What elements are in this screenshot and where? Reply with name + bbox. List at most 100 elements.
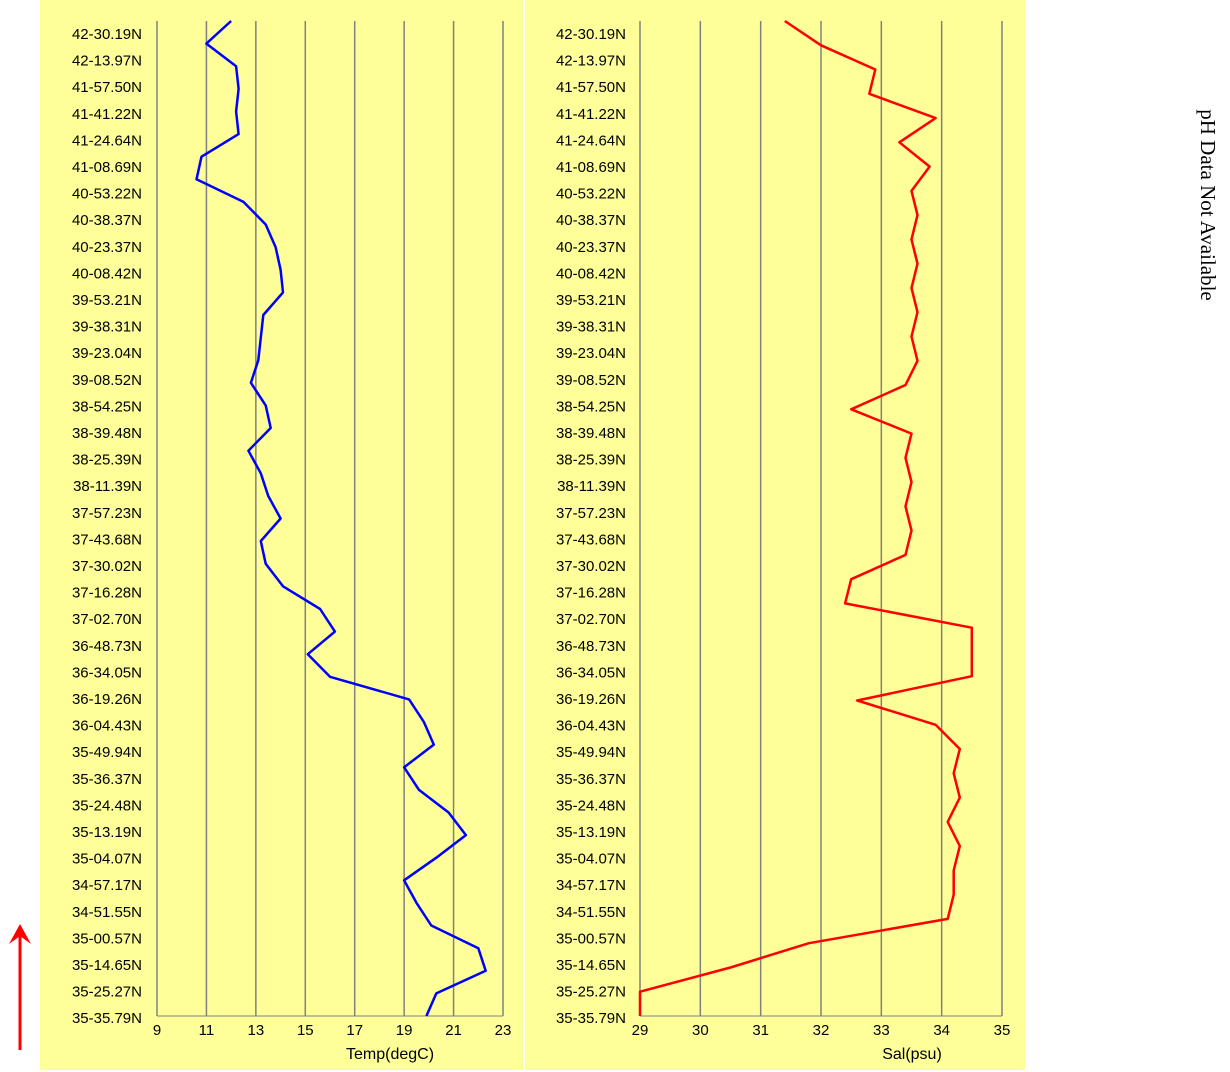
temperature-latitude-label: 35-04.07N bbox=[72, 851, 142, 868]
salinity-latitude-label: 36-04.43N bbox=[556, 718, 626, 735]
salinity-latitude-label: 40-38.37N bbox=[556, 212, 626, 229]
salinity-latitude-label: 38-39.48N bbox=[556, 425, 626, 442]
temperature-latitude-label: 39-23.04N bbox=[72, 345, 142, 362]
temperature-latitude-label: 39-38.31N bbox=[72, 319, 142, 336]
salinity-latitude-label: 38-11.39N bbox=[557, 478, 626, 495]
temperature-latitude-label: 41-57.50N bbox=[72, 79, 142, 96]
salinity-latitude-label: 39-38.31N bbox=[556, 319, 626, 336]
salinity-latitude-label: 38-54.25N bbox=[556, 398, 626, 415]
temperature-x-tick-label: 19 bbox=[396, 1022, 413, 1039]
salinity-gridlines bbox=[639, 21, 1003, 1017]
temperature-x-axis-title: Temp(degC) bbox=[346, 1046, 434, 1063]
temperature-latitude-label: 35-36.37N bbox=[72, 771, 142, 788]
salinity-latitude-label: 35-04.07N bbox=[556, 851, 626, 868]
temperature-series-group bbox=[195, 20, 487, 1017]
salinity-series-line bbox=[638, 19, 974, 1016]
salinity-x-tick-label: 30 bbox=[692, 1022, 709, 1039]
temperature-latitude-label: 34-57.17N bbox=[72, 877, 142, 894]
direction-arrow-head bbox=[9, 924, 31, 944]
temperature-latitude-label: 35-14.65N bbox=[72, 957, 142, 974]
salinity-latitude-label: 35-35.79N bbox=[556, 1010, 626, 1027]
salinity-x-tick-label: 34 bbox=[933, 1022, 950, 1039]
salinity-latitude-label: 37-16.28N bbox=[556, 585, 626, 602]
temperature-panel: 42-30.19N 42-13.97N 41-57.50N 41-41.22N 41-2… bbox=[40, 0, 523, 1070]
temperature-latitude-label: 36-19.26N bbox=[72, 691, 142, 708]
temperature-latitude-label: 34-51.55N bbox=[72, 904, 142, 921]
salinity-latitude-label: 40-08.42N bbox=[556, 265, 626, 282]
temperature-latitude-label: 42-13.97N bbox=[72, 53, 142, 70]
ph-unavailable-note: pH Data Not Available bbox=[1196, 109, 1220, 300]
salinity-latitude-label: 35-24.48N bbox=[556, 797, 626, 814]
salinity-latitude-label: 37-30.02N bbox=[556, 558, 626, 575]
temperature-gridlines bbox=[156, 21, 504, 1017]
temperature-x-tick-label: 17 bbox=[346, 1022, 363, 1039]
temperature-latitude-label: 35-25.27N bbox=[72, 984, 142, 1001]
salinity-latitude-label: 36-19.26N bbox=[556, 691, 626, 708]
temperature-x-tick-label: 23 bbox=[495, 1022, 512, 1039]
direction-arrow bbox=[9, 924, 31, 1050]
salinity-x-tick-label: 32 bbox=[813, 1022, 830, 1039]
salinity-latitude-label: 34-51.55N bbox=[556, 904, 626, 921]
temperature-x-tick-label: 21 bbox=[445, 1022, 462, 1039]
temperature-latitude-label: 41-41.22N bbox=[72, 106, 142, 123]
temperature-x-tick-label: 15 bbox=[297, 1022, 314, 1039]
temperature-latitude-label: 40-38.37N bbox=[72, 212, 142, 229]
salinity-latitude-label: 35-00.57N bbox=[556, 930, 626, 947]
temperature-latitude-label: 38-25.39N bbox=[72, 452, 142, 469]
salinity-x-tick-label: 35 bbox=[994, 1022, 1011, 1039]
salinity-latitude-label: 35-36.37N bbox=[556, 771, 626, 788]
temperature-x-tick-label: 9 bbox=[153, 1022, 161, 1039]
temperature-latitude-label: 37-30.02N bbox=[72, 558, 142, 575]
temperature-latitude-label: 39-08.52N bbox=[72, 372, 142, 389]
temperature-latitude-label: 40-08.42N bbox=[72, 265, 142, 282]
salinity-latitude-label: 35-14.65N bbox=[556, 957, 626, 974]
temperature-x-tick-label: 11 bbox=[199, 1022, 215, 1039]
salinity-latitude-label: 35-13.19N bbox=[556, 824, 626, 841]
salinity-latitude-label: 41-24.64N bbox=[556, 132, 626, 149]
salinity-latitude-label: 39-08.52N bbox=[556, 372, 626, 389]
temperature-latitude-label: 35-00.57N bbox=[72, 930, 142, 947]
temperature-latitude-label: 40-23.37N bbox=[72, 239, 142, 256]
temperature-latitude-label: 37-02.70N bbox=[72, 611, 142, 628]
salinity-latitude-label: 42-13.97N bbox=[556, 53, 626, 70]
salinity-x-tick-label: 31 bbox=[752, 1022, 769, 1039]
temperature-latitude-label: 36-48.73N bbox=[72, 638, 142, 655]
salinity-latitude-label: 36-34.05N bbox=[556, 664, 626, 681]
temperature-latitude-label: 37-57.23N bbox=[72, 505, 142, 522]
salinity-series-group bbox=[638, 19, 974, 1016]
salinity-latitude-label: 42-30.19N bbox=[556, 26, 626, 43]
salinity-latitude-label: 39-53.21N bbox=[556, 292, 626, 309]
temperature-x-tick-labels: 9 11 13 15 17 19 21 23 bbox=[153, 1022, 512, 1039]
temperature-latitude-label: 41-08.69N bbox=[72, 159, 142, 176]
salinity-latitude-label: 40-23.37N bbox=[556, 239, 626, 256]
salinity-latitude-label: 37-43.68N bbox=[556, 531, 626, 548]
temperature-latitude-label: 35-24.48N bbox=[72, 797, 142, 814]
salinity-latitude-label: 35-25.27N bbox=[556, 984, 626, 1001]
salinity-latitude-label: 35-49.94N bbox=[556, 744, 626, 761]
temperature-latitude-label: 36-34.05N bbox=[72, 664, 142, 681]
salinity-latitude-labels: 42-30.19N 42-13.97N 41-57.50N 41-41.22N 41-2… bbox=[556, 26, 626, 1027]
temperature-latitude-label: 37-43.68N bbox=[72, 531, 142, 548]
salinity-x-tick-label: 33 bbox=[873, 1022, 890, 1039]
salinity-latitude-label: 40-53.22N bbox=[556, 186, 626, 203]
salinity-x-tick-labels: 29 30 31 32 33 34 35 bbox=[632, 1022, 1011, 1039]
salinity-latitude-label: 41-41.22N bbox=[556, 106, 626, 123]
temperature-latitude-labels: 42-30.19N 42-13.97N 41-57.50N 41-41.22N 41-2… bbox=[72, 26, 142, 1027]
temperature-series-line bbox=[195, 20, 487, 1017]
temperature-latitude-label: 38-39.48N bbox=[72, 425, 142, 442]
salinity-latitude-label: 39-23.04N bbox=[556, 345, 626, 362]
temperature-latitude-label: 35-35.79N bbox=[72, 1010, 142, 1027]
temperature-latitude-label: 35-49.94N bbox=[72, 744, 142, 761]
salinity-latitude-label: 37-57.23N bbox=[556, 505, 626, 522]
salinity-x-tick-label: 29 bbox=[632, 1022, 649, 1039]
temperature-latitude-label: 36-04.43N bbox=[72, 718, 142, 735]
temperature-latitude-label: 38-54.25N bbox=[72, 398, 142, 415]
salinity-latitude-label: 37-02.70N bbox=[556, 611, 626, 628]
temperature-latitude-label: 35-13.19N bbox=[72, 824, 142, 841]
salinity-latitude-label: 41-08.69N bbox=[556, 159, 626, 176]
salinity-latitude-label: 41-57.50N bbox=[556, 79, 626, 96]
salinity-x-axis-title: Sal(psu) bbox=[882, 1046, 942, 1063]
temperature-latitude-label: 42-30.19N bbox=[72, 26, 142, 43]
temperature-x-tick-label: 13 bbox=[248, 1022, 265, 1039]
salinity-latitude-label: 36-48.73N bbox=[556, 638, 626, 655]
